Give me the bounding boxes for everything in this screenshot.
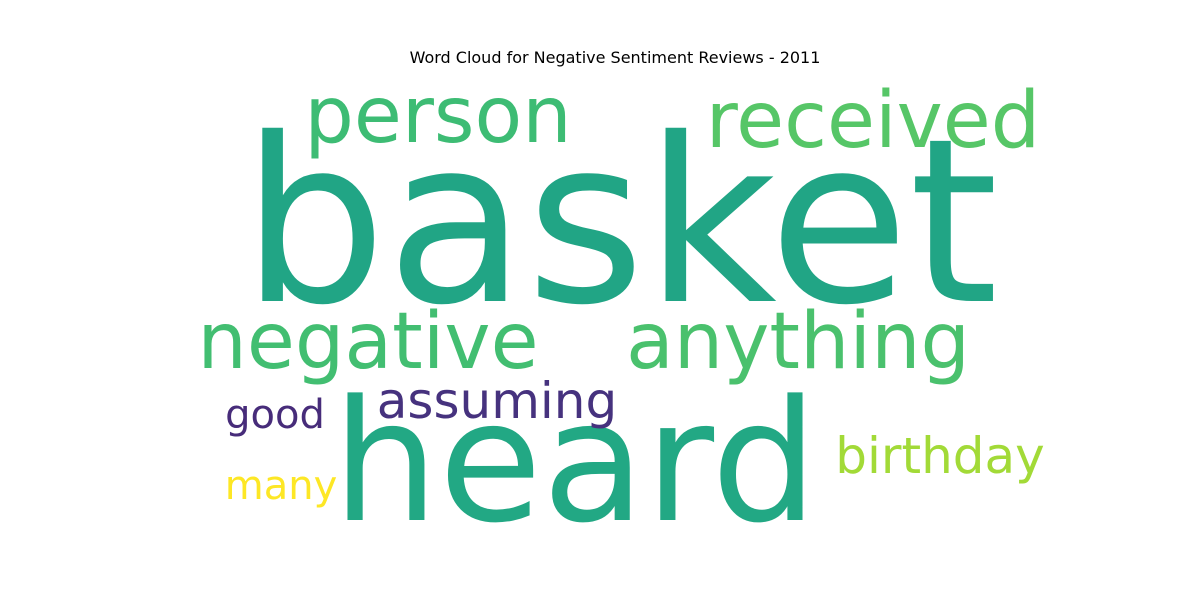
word-received: received	[705, 76, 1041, 166]
word-anything: anything	[625, 297, 971, 387]
chart-title: Word Cloud for Negative Sentiment Review…	[409, 48, 821, 67]
word-heard: heard	[332, 364, 818, 560]
word-assuming: assuming	[376, 372, 618, 430]
word-person: person	[304, 71, 572, 161]
word-birthday: birthday	[835, 427, 1045, 485]
word-basket: basket	[241, 89, 999, 355]
word-good: good	[225, 392, 325, 438]
word-negative: negative	[197, 297, 539, 387]
word-many: many	[224, 463, 338, 509]
